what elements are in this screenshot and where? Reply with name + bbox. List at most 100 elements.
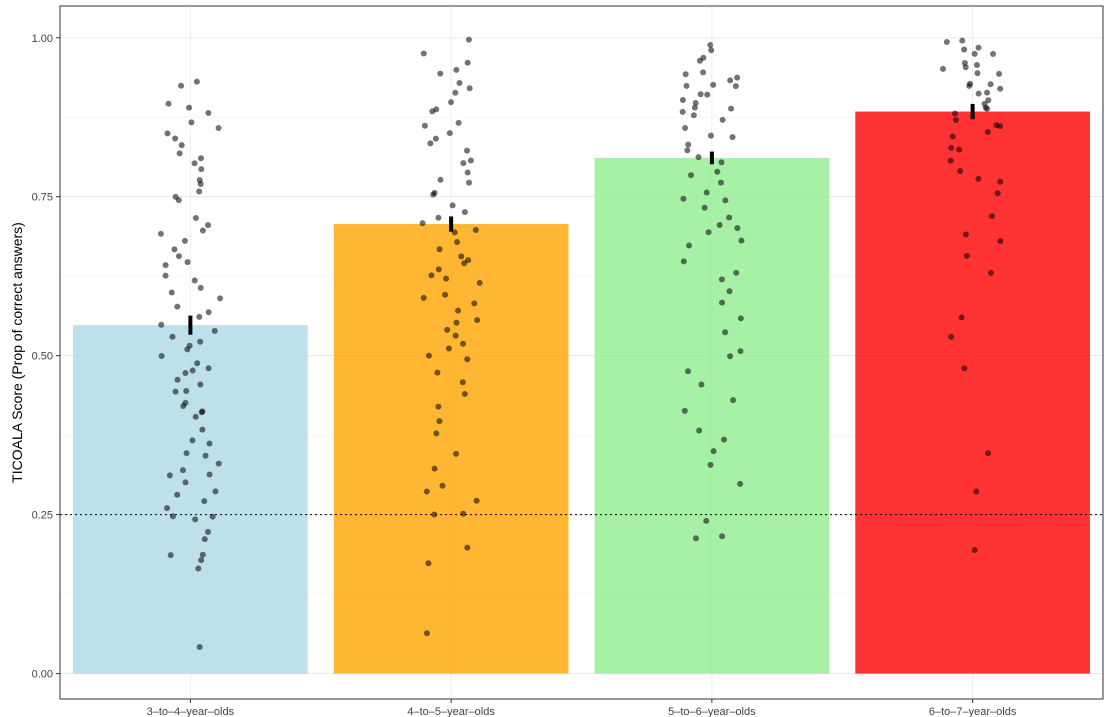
data-point [455, 119, 462, 126]
data-point [464, 169, 471, 176]
data-point [734, 74, 741, 81]
data-point [436, 246, 443, 253]
data-point [985, 450, 992, 457]
data-point [435, 214, 442, 221]
data-point [698, 381, 705, 388]
data-point [199, 227, 206, 234]
data-point [435, 403, 442, 410]
data-point [188, 119, 195, 126]
data-point [198, 166, 205, 173]
data-point [707, 42, 714, 49]
data-point [460, 160, 467, 167]
data-point [975, 90, 982, 97]
data-point [453, 450, 460, 457]
bar-3 [594, 157, 830, 674]
data-point [439, 482, 446, 489]
data-point [427, 140, 434, 147]
data-point [176, 150, 183, 157]
data-point [734, 225, 741, 232]
data-point [162, 262, 169, 269]
data-point [167, 552, 174, 559]
data-point [464, 544, 471, 551]
bar-4 [855, 111, 1090, 674]
data-point [466, 85, 473, 92]
data-point [994, 190, 1001, 197]
data-point [459, 379, 466, 386]
data-point [183, 450, 190, 457]
data-point [192, 413, 199, 420]
data-point [179, 467, 186, 474]
data-point [205, 365, 212, 372]
data-point [453, 319, 460, 326]
data-point [476, 279, 483, 286]
data-point [973, 61, 980, 68]
data-point [197, 284, 204, 291]
y-tick-label: 0.50 [32, 351, 53, 363]
data-point [196, 643, 203, 650]
data-point [997, 178, 1004, 185]
data-point [683, 82, 690, 89]
data-point [434, 369, 441, 376]
data-point [700, 54, 707, 61]
data-point [466, 179, 473, 186]
data-point [196, 188, 203, 195]
x-axis: 3–to–4–year–olds 4–to–5–year–olds 5–to–6–y… [147, 699, 1017, 717]
data-point [737, 348, 744, 355]
data-point [202, 452, 209, 459]
data-point [206, 471, 213, 478]
data-point [464, 59, 471, 66]
data-point [431, 511, 438, 518]
data-point [158, 321, 165, 328]
data-point [197, 155, 204, 162]
data-point [189, 367, 196, 374]
data-point [692, 100, 699, 107]
data-point [738, 237, 745, 244]
y-axis-title: TICOALA Score (Prop of correct answers) [9, 222, 25, 483]
data-point [467, 157, 474, 164]
data-point [704, 91, 711, 98]
data-point [191, 277, 198, 284]
data-point [719, 299, 726, 306]
data-point [690, 112, 697, 119]
data-point [465, 257, 472, 264]
data-point [182, 399, 189, 406]
data-point [981, 100, 988, 107]
data-point [174, 376, 181, 383]
data-point [727, 77, 734, 84]
data-point [423, 630, 430, 637]
data-point [719, 533, 726, 540]
data-point [437, 176, 444, 183]
data-point [710, 448, 717, 455]
data-point [703, 517, 710, 524]
data-point [988, 213, 995, 220]
data-point [973, 488, 980, 495]
data-point [682, 71, 689, 78]
data-point [452, 89, 459, 96]
data-point [189, 437, 196, 444]
data-point [201, 536, 208, 543]
data-point [685, 141, 692, 148]
data-point [186, 342, 193, 349]
data-point [949, 133, 956, 140]
data-point [164, 505, 171, 512]
data-point [961, 60, 968, 67]
data-point [174, 303, 181, 310]
data-point [186, 104, 193, 111]
data-point [460, 510, 467, 517]
data-point [175, 253, 182, 260]
data-point [967, 80, 974, 87]
data-point [951, 110, 958, 117]
data-point [205, 110, 212, 117]
data-point [171, 246, 178, 253]
data-point [166, 472, 173, 479]
data-point [191, 160, 198, 167]
y-tick-label: 0.25 [32, 510, 53, 522]
data-point [971, 50, 978, 57]
data-point [168, 289, 175, 296]
data-point [458, 253, 465, 260]
data-point [215, 125, 222, 132]
data-point [720, 436, 727, 443]
data-point [455, 307, 462, 314]
data-point [454, 238, 461, 245]
